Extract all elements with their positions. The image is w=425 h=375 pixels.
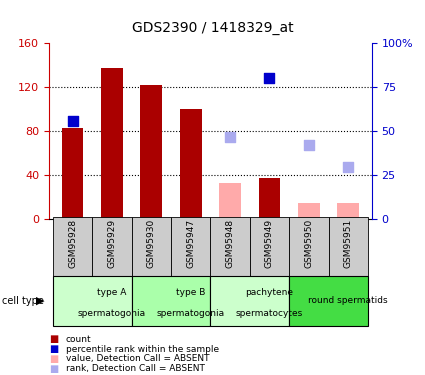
Text: spermatogonia: spermatogonia [157, 309, 225, 318]
Bar [259, 177, 280, 219]
Text: spermatocytes: spermatocytes [236, 309, 303, 318]
Text: count: count [66, 335, 91, 344]
Point [187, 33, 194, 39]
Bar [180, 109, 201, 219]
Point [345, 164, 351, 170]
Bar [219, 183, 241, 219]
Text: GSM95928: GSM95928 [68, 219, 77, 268]
Bar [210, 217, 250, 276]
Text: spermatogonia: spermatogonia [78, 309, 146, 318]
Text: round spermatids: round spermatids [309, 296, 388, 305]
Text: GSM95947: GSM95947 [186, 219, 195, 268]
Text: ■: ■ [49, 334, 58, 344]
Bar [92, 217, 132, 276]
Point [108, 5, 115, 11]
Bar [132, 276, 210, 326]
Bar [132, 217, 171, 276]
Text: percentile rank within the sample: percentile rank within the sample [66, 345, 219, 354]
Bar [62, 128, 83, 219]
Text: GSM95930: GSM95930 [147, 219, 156, 268]
Text: ▶: ▶ [36, 296, 45, 306]
Bar [289, 217, 329, 276]
Point [266, 75, 273, 81]
Bar [250, 217, 289, 276]
Text: GSM95948: GSM95948 [226, 219, 235, 268]
Point [306, 142, 312, 148]
Point [69, 118, 76, 124]
Text: cell type: cell type [2, 296, 44, 306]
Text: GSM95950: GSM95950 [304, 219, 313, 268]
Text: GSM95929: GSM95929 [108, 219, 116, 268]
Bar [101, 69, 123, 219]
Point [227, 134, 233, 140]
Text: type B: type B [176, 288, 205, 297]
Bar [53, 217, 92, 276]
Text: GDS2390 / 1418329_at: GDS2390 / 1418329_at [132, 21, 293, 34]
Bar [171, 217, 210, 276]
Bar [329, 217, 368, 276]
Text: pachytene: pachytene [246, 288, 293, 297]
Text: ■: ■ [49, 364, 58, 374]
Text: value, Detection Call = ABSENT: value, Detection Call = ABSENT [66, 354, 210, 363]
Bar [53, 276, 132, 326]
Text: GSM95949: GSM95949 [265, 219, 274, 268]
Bar [140, 85, 162, 219]
Bar [298, 203, 320, 219]
Point [148, 13, 155, 20]
Bar [210, 276, 289, 326]
Bar [289, 276, 368, 326]
Text: ■: ■ [49, 354, 58, 364]
Bar [337, 203, 359, 219]
Text: ■: ■ [49, 344, 58, 354]
Text: GSM95951: GSM95951 [344, 219, 353, 268]
Text: rank, Detection Call = ABSENT: rank, Detection Call = ABSENT [66, 364, 205, 373]
Text: type A: type A [97, 288, 127, 297]
